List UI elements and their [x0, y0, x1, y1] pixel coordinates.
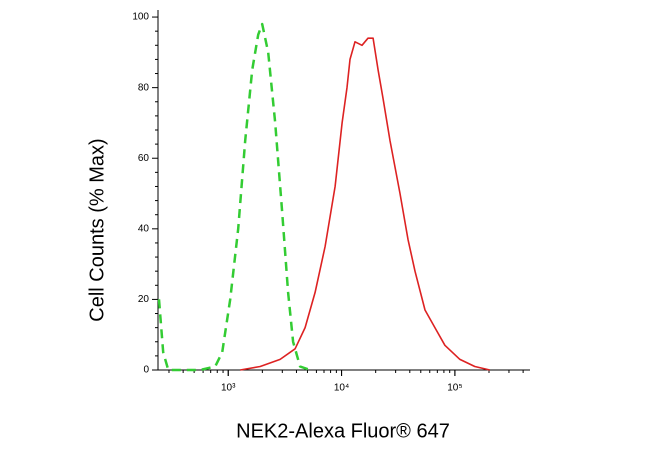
x-axis-title: NEK2-Alexa Fluor® 647 — [236, 420, 450, 442]
y-tick-label: 20 — [138, 294, 150, 305]
y-tick-label: 80 — [138, 82, 150, 93]
y-tick-label: 60 — [138, 153, 150, 164]
series-line — [240, 37, 490, 371]
series-line — [157, 22, 311, 372]
x-tick-label: 10⁵ — [447, 383, 462, 394]
y-tick-label: 0 — [143, 365, 149, 376]
x-tick-label: 10³ — [221, 383, 236, 394]
y-tick-label: 40 — [138, 223, 150, 234]
y-axis-title: Cell Counts (% Max) — [86, 138, 108, 321]
y-tick-label: 100 — [132, 12, 149, 23]
x-tick-label: 10⁴ — [334, 383, 349, 394]
